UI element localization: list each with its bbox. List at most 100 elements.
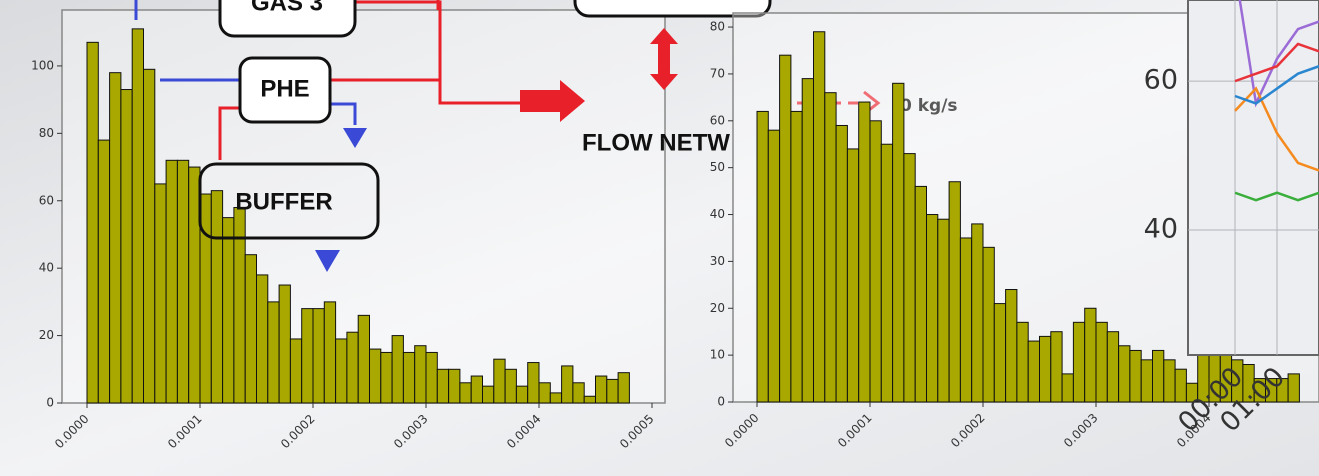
arrow xyxy=(520,80,585,122)
bar xyxy=(1039,335,1052,403)
bar xyxy=(880,143,894,403)
node-label: BUFFER xyxy=(235,188,332,215)
y-tick-label: 80 xyxy=(710,20,725,34)
node-box xyxy=(218,0,357,38)
bar xyxy=(1084,307,1097,403)
y-tick-label: 60 xyxy=(1144,65,1178,96)
bar xyxy=(504,368,517,404)
bar xyxy=(176,159,190,404)
bar xyxy=(937,218,950,403)
bar xyxy=(595,375,608,404)
bar xyxy=(971,223,984,403)
bar xyxy=(959,237,973,403)
bar xyxy=(1118,345,1131,403)
y-tick-label: 0 xyxy=(46,396,54,410)
bar xyxy=(1095,321,1108,403)
y-tick-label: 40 xyxy=(1144,213,1178,244)
bar xyxy=(1106,331,1120,403)
bar xyxy=(222,217,235,404)
y-tick-label: 50 xyxy=(710,160,725,174)
arrow xyxy=(315,128,367,272)
bar xyxy=(391,335,404,404)
bar xyxy=(813,31,826,403)
y-tick-label: 80 xyxy=(39,126,54,140)
bar xyxy=(1050,331,1063,403)
bar xyxy=(143,68,156,404)
bar xyxy=(527,362,540,404)
bar xyxy=(1027,340,1040,403)
y-tick-label: 40 xyxy=(710,207,725,221)
bar xyxy=(482,385,495,404)
flow-label: 0 kg/s xyxy=(900,96,958,116)
line xyxy=(1234,65,1319,105)
y-tick-label: 0 xyxy=(717,395,725,409)
bar xyxy=(1287,373,1300,403)
y-tick-label: 60 xyxy=(710,113,725,127)
y-tick-label: 30 xyxy=(710,254,725,268)
bar xyxy=(448,368,461,404)
y-tick-label: 100 xyxy=(31,58,54,72)
bar xyxy=(1061,373,1074,403)
bar xyxy=(188,166,201,404)
bar xyxy=(1174,368,1187,403)
bar xyxy=(858,101,871,403)
bar xyxy=(154,183,167,404)
bar xyxy=(97,139,111,404)
bar xyxy=(493,358,506,404)
bar xyxy=(459,382,472,404)
line xyxy=(1234,191,1319,202)
bar xyxy=(402,351,416,404)
bar xyxy=(1016,321,1029,403)
bar xyxy=(914,185,928,403)
red-line xyxy=(218,0,560,160)
y-tick-label: 60 xyxy=(39,193,54,207)
bar xyxy=(346,331,359,404)
bar xyxy=(515,385,529,404)
bar xyxy=(869,120,882,403)
arrow xyxy=(650,28,678,90)
node-box xyxy=(238,56,332,124)
bar xyxy=(335,338,348,404)
bar xyxy=(538,382,551,404)
bar xyxy=(835,124,848,403)
y-tick-label: 70 xyxy=(710,66,725,80)
node-box xyxy=(573,0,772,18)
bar xyxy=(210,190,224,404)
bar xyxy=(606,378,619,404)
bar xyxy=(470,375,484,404)
bar xyxy=(425,351,438,404)
node-box xyxy=(198,162,380,240)
bar xyxy=(414,345,427,404)
bar xyxy=(278,284,291,404)
bar xyxy=(903,153,916,403)
line xyxy=(1234,86,1319,172)
bar xyxy=(790,110,803,403)
flow-diagram: GAS 3 PHE BUFFER FLOW NETW 0 kg/s xyxy=(134,0,958,272)
plot-area xyxy=(1187,0,1319,356)
bar xyxy=(267,301,280,404)
node-label: PHE xyxy=(260,75,309,102)
bar xyxy=(436,368,450,404)
line xyxy=(1234,42,1319,83)
bar xyxy=(323,301,337,404)
bar xyxy=(1163,359,1176,403)
bar xyxy=(131,28,144,404)
node-label: GAS 3 xyxy=(251,0,323,16)
bar xyxy=(256,274,269,404)
bar xyxy=(289,338,303,404)
bar xyxy=(801,78,815,403)
bar xyxy=(756,110,769,403)
bar xyxy=(165,159,178,404)
bar xyxy=(301,308,314,404)
y-tick-label: 20 xyxy=(710,301,725,315)
bar xyxy=(948,181,961,403)
bar xyxy=(357,314,371,404)
bar xyxy=(572,382,585,404)
bar xyxy=(1140,359,1153,403)
bar xyxy=(982,246,995,403)
bar xyxy=(1005,289,1018,403)
bar xyxy=(244,254,257,404)
bar xyxy=(1129,349,1142,403)
bar xyxy=(767,129,781,403)
bar xyxy=(120,89,133,404)
